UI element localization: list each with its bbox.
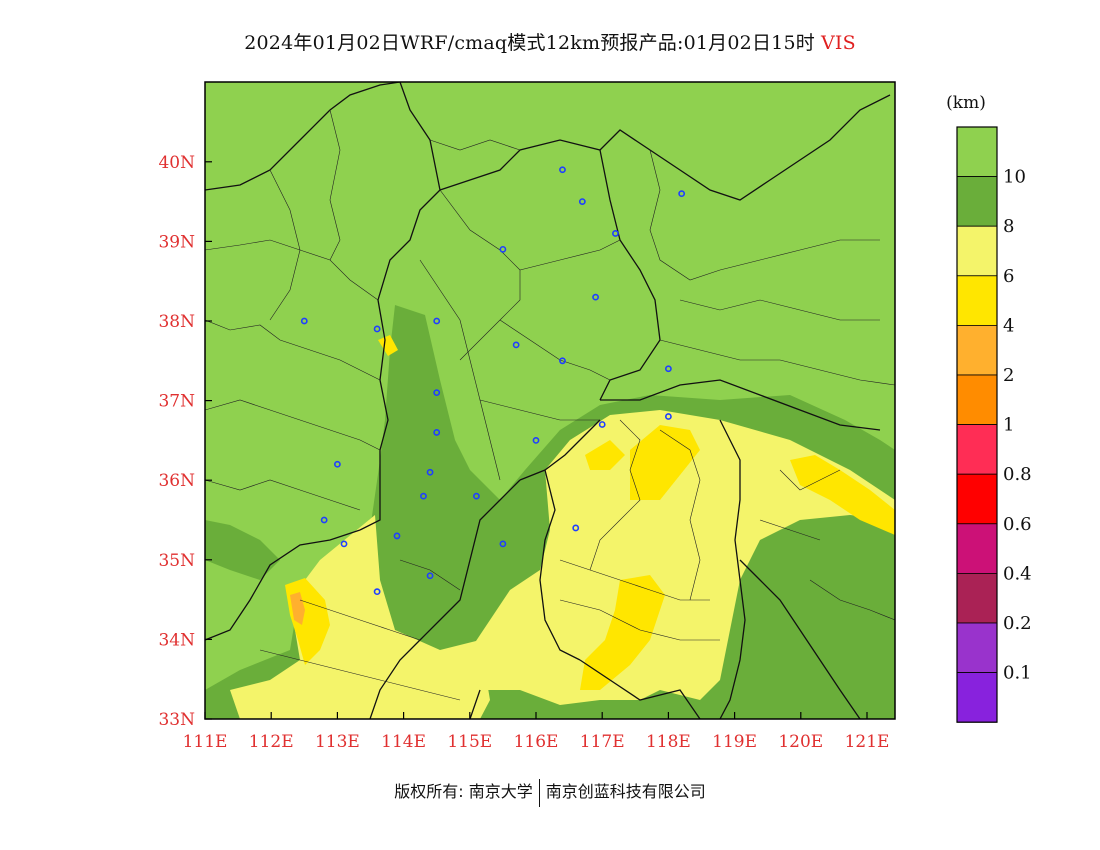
city-marker — [426, 468, 434, 476]
vis-zone-6-8 — [470, 410, 895, 705]
lat-tick-label: 36N — [158, 471, 195, 491]
variable-label: VIS — [820, 32, 856, 54]
city-marker — [340, 540, 348, 548]
longitude-axis: 111E 112E 113E 114E 115E 116E 117E 118E 119E 120E… — [183, 712, 890, 752]
lon-tick-label: 121E — [845, 732, 890, 752]
city-marker — [665, 365, 672, 373]
city-marker — [612, 230, 619, 237]
map-plot-area — [205, 82, 895, 719]
colorbar-segment — [956, 324, 998, 376]
lat-tick-label: 38N — [158, 312, 195, 332]
city-marker — [572, 524, 580, 532]
city-marker — [300, 317, 308, 325]
copyright-left: 版权所有: 南京大学 — [394, 782, 533, 801]
map-title: 2024年01月02日WRF/cmaq模式12km预报产品:01月02日15时 V… — [0, 28, 1100, 55]
city-marker — [420, 492, 427, 500]
city-marker — [559, 166, 566, 174]
vis-zone-4-6-a — [630, 425, 700, 500]
colorbar-segment — [956, 573, 998, 624]
colorbar-label: 1 — [1003, 415, 1014, 436]
copyright-right: 南京创蓝科技有限公司 — [545, 782, 706, 801]
colorbar-segment — [956, 374, 998, 425]
city-marker — [499, 245, 507, 253]
colorbar-label: 0.1 — [1003, 663, 1032, 684]
colorbar-segment — [956, 622, 998, 673]
lat-tick-label: 40N — [158, 153, 195, 173]
city-marker — [665, 413, 672, 420]
city-marker — [559, 357, 566, 365]
vis-zone-4-6-b — [585, 440, 625, 470]
colorbar-segment — [956, 473, 998, 525]
colorbar-segment — [956, 126, 998, 177]
lon-tick-label: 114E — [381, 732, 426, 752]
vis-zone-4-6-c — [580, 575, 665, 690]
footer: 版权所有: 南京大学 南京创蓝科技有限公司 — [0, 778, 1100, 807]
colorbar-segment — [956, 672, 998, 723]
city-marker — [320, 516, 328, 524]
city-marker — [433, 389, 441, 397]
lon-tick-label: 111E — [183, 732, 228, 752]
vis-zone-6-8-southwest — [230, 515, 490, 719]
lat-tick-label: 34N — [158, 630, 195, 650]
city-marker — [512, 341, 520, 349]
colorbar: 10 8 6 4 2 1 0.8 0.6 0.4 0.2 0.1 — [956, 126, 1032, 723]
colorbar-label: 0.6 — [1003, 514, 1032, 535]
vis-zone-4-6-f — [378, 335, 398, 356]
footer-separator — [538, 778, 540, 807]
title-text: 2024年01月02日WRF/cmaq模式12km预报产品:01月02日15时 — [244, 32, 815, 54]
lon-tick-label: 116E — [514, 732, 559, 752]
lon-tick-label: 113E — [315, 732, 360, 752]
colorbar-segment — [956, 275, 998, 326]
city-marker — [499, 540, 507, 548]
city-marker — [592, 293, 599, 301]
city-marker — [433, 429, 441, 436]
latitude-axis: 33N 34N 35N 36N 37N 38N 39N 40N — [158, 153, 212, 730]
lon-tick-label: 118E — [646, 732, 691, 752]
lon-tick-label: 117E — [580, 732, 625, 752]
colorbar-segment — [956, 523, 998, 574]
city-marker — [393, 532, 401, 540]
colorbar-label: 10 — [1003, 167, 1026, 188]
city-marker — [373, 325, 381, 333]
colorbar-label: 0.2 — [1003, 613, 1032, 634]
colorbar-label: 4 — [1003, 315, 1014, 336]
lat-tick-label: 39N — [158, 232, 195, 252]
colorbar-segment — [956, 424, 998, 475]
colorbar-unit: (km) — [946, 93, 986, 113]
colorbar-segment — [956, 176, 998, 227]
province-boundaries — [205, 82, 891, 719]
colorbar-label: 8 — [1003, 216, 1014, 237]
lon-tick-label: 120E — [778, 732, 823, 752]
lat-tick-label: 33N — [158, 710, 195, 730]
city-markers — [300, 166, 686, 596]
city-marker — [426, 572, 434, 580]
city-marker — [578, 198, 586, 205]
county-boundaries — [205, 109, 895, 701]
colorbar-label: 0.4 — [1003, 563, 1032, 584]
colorbar-label: 0.8 — [1003, 464, 1032, 485]
vis-zone-4-6-d — [790, 455, 895, 535]
city-marker — [433, 317, 441, 325]
lon-tick-label: 115E — [447, 732, 492, 752]
city-marker — [532, 436, 540, 444]
lat-tick-label: 37N — [158, 392, 195, 412]
city-marker — [333, 460, 341, 468]
city-marker — [373, 588, 381, 596]
city-marker — [598, 421, 606, 428]
lat-tick-label: 35N — [158, 551, 195, 571]
colorbar-frame — [956, 126, 998, 723]
colorbar-segment — [956, 225, 998, 277]
colorbar-label: 6 — [1003, 266, 1014, 287]
colorbar-label: 2 — [1003, 365, 1014, 386]
vis-zone-8-10-west — [205, 520, 280, 580]
city-marker — [678, 190, 686, 198]
lon-tick-label: 119E — [712, 732, 757, 752]
lon-tick-label: 112E — [249, 732, 294, 752]
city-marker — [473, 492, 480, 500]
